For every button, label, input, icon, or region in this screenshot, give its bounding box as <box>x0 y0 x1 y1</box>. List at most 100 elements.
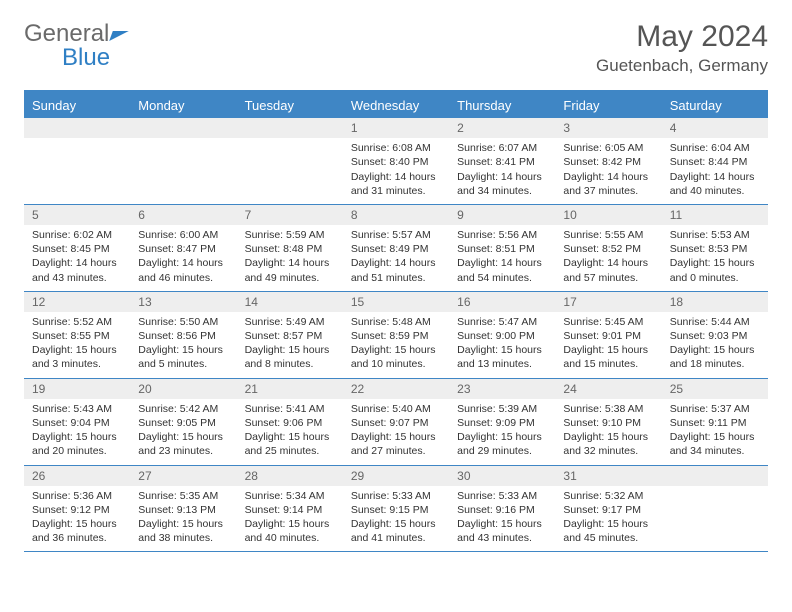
day-body: Sunrise: 5:33 AMSunset: 9:16 PMDaylight:… <box>449 486 555 552</box>
day-number <box>24 118 130 138</box>
day-body: Sunrise: 5:52 AMSunset: 8:55 PMDaylight:… <box>24 312 130 378</box>
day-body: Sunrise: 5:39 AMSunset: 9:09 PMDaylight:… <box>449 399 555 465</box>
day-cell: 14Sunrise: 5:49 AMSunset: 8:57 PMDayligh… <box>237 292 343 378</box>
day-day1: Daylight: 15 hours <box>670 256 760 270</box>
day-day1: Daylight: 15 hours <box>32 430 122 444</box>
day-number: 24 <box>555 379 661 399</box>
day-sunrise: Sunrise: 6:05 AM <box>563 141 653 155</box>
day-sunrise: Sunrise: 5:52 AM <box>32 315 122 329</box>
day-number: 30 <box>449 466 555 486</box>
day-sunrise: Sunrise: 5:49 AM <box>245 315 335 329</box>
day-day2: and 18 minutes. <box>670 357 760 371</box>
day-sunrise: Sunrise: 5:33 AM <box>351 489 441 503</box>
day-cell: 17Sunrise: 5:45 AMSunset: 9:01 PMDayligh… <box>555 292 661 378</box>
day-body: Sunrise: 5:32 AMSunset: 9:17 PMDaylight:… <box>555 486 661 552</box>
day-day2: and 10 minutes. <box>351 357 441 371</box>
day-number: 9 <box>449 205 555 225</box>
day-sunrise: Sunrise: 5:36 AM <box>32 489 122 503</box>
day-day1: Daylight: 15 hours <box>351 430 441 444</box>
calendar-body: 1Sunrise: 6:08 AMSunset: 8:40 PMDaylight… <box>24 118 768 552</box>
day-number: 4 <box>662 118 768 138</box>
day-cell: 5Sunrise: 6:02 AMSunset: 8:45 PMDaylight… <box>24 205 130 291</box>
day-day1: Daylight: 15 hours <box>563 343 653 357</box>
day-header-row: SundayMondayTuesdayWednesdayThursdayFrid… <box>24 93 768 118</box>
day-day1: Daylight: 15 hours <box>670 430 760 444</box>
day-day2: and 5 minutes. <box>138 357 228 371</box>
day-number: 5 <box>24 205 130 225</box>
day-sunset: Sunset: 8:45 PM <box>32 242 122 256</box>
day-cell: 28Sunrise: 5:34 AMSunset: 9:14 PMDayligh… <box>237 466 343 552</box>
day-day1: Daylight: 15 hours <box>32 343 122 357</box>
day-sunset: Sunset: 9:11 PM <box>670 416 760 430</box>
day-header: Thursday <box>449 93 555 118</box>
day-cell: 23Sunrise: 5:39 AMSunset: 9:09 PMDayligh… <box>449 379 555 465</box>
day-sunset: Sunset: 8:47 PM <box>138 242 228 256</box>
day-cell: 10Sunrise: 5:55 AMSunset: 8:52 PMDayligh… <box>555 205 661 291</box>
day-sunset: Sunset: 8:51 PM <box>457 242 547 256</box>
day-sunrise: Sunrise: 5:40 AM <box>351 402 441 416</box>
day-day2: and 31 minutes. <box>351 184 441 198</box>
day-number: 31 <box>555 466 661 486</box>
day-day2: and 40 minutes. <box>670 184 760 198</box>
day-cell: 31Sunrise: 5:32 AMSunset: 9:17 PMDayligh… <box>555 466 661 552</box>
page-title: May 2024 <box>596 20 768 54</box>
day-number: 19 <box>24 379 130 399</box>
day-day1: Daylight: 14 hours <box>457 256 547 270</box>
day-body: Sunrise: 5:36 AMSunset: 9:12 PMDaylight:… <box>24 486 130 552</box>
day-day1: Daylight: 14 hours <box>670 170 760 184</box>
day-day1: Daylight: 15 hours <box>563 430 653 444</box>
day-cell: 26Sunrise: 5:36 AMSunset: 9:12 PMDayligh… <box>24 466 130 552</box>
day-cell: 6Sunrise: 6:00 AMSunset: 8:47 PMDaylight… <box>130 205 236 291</box>
day-sunset: Sunset: 9:16 PM <box>457 503 547 517</box>
calendar: SundayMondayTuesdayWednesdayThursdayFrid… <box>24 90 768 552</box>
day-number: 17 <box>555 292 661 312</box>
day-body: Sunrise: 5:45 AMSunset: 9:01 PMDaylight:… <box>555 312 661 378</box>
day-day2: and 34 minutes. <box>457 184 547 198</box>
day-day1: Daylight: 15 hours <box>245 430 335 444</box>
day-sunset: Sunset: 9:05 PM <box>138 416 228 430</box>
day-cell: 7Sunrise: 5:59 AMSunset: 8:48 PMDaylight… <box>237 205 343 291</box>
day-number: 26 <box>24 466 130 486</box>
day-day1: Daylight: 15 hours <box>138 430 228 444</box>
day-day1: Daylight: 15 hours <box>457 517 547 531</box>
day-sunset: Sunset: 8:56 PM <box>138 329 228 343</box>
day-body: Sunrise: 5:50 AMSunset: 8:56 PMDaylight:… <box>130 312 236 378</box>
day-day1: Daylight: 15 hours <box>351 343 441 357</box>
week-row: 19Sunrise: 5:43 AMSunset: 9:04 PMDayligh… <box>24 379 768 466</box>
day-sunrise: Sunrise: 5:45 AM <box>563 315 653 329</box>
day-number: 13 <box>130 292 236 312</box>
day-sunset: Sunset: 8:48 PM <box>245 242 335 256</box>
day-sunset: Sunset: 9:00 PM <box>457 329 547 343</box>
day-number: 3 <box>555 118 661 138</box>
day-header: Friday <box>555 93 661 118</box>
day-number: 20 <box>130 379 236 399</box>
day-day2: and 40 minutes. <box>245 531 335 545</box>
day-number: 25 <box>662 379 768 399</box>
day-day2: and 43 minutes. <box>32 271 122 285</box>
day-body: Sunrise: 5:55 AMSunset: 8:52 PMDaylight:… <box>555 225 661 291</box>
day-cell <box>237 118 343 204</box>
day-day1: Daylight: 14 hours <box>245 256 335 270</box>
day-header: Sunday <box>24 93 130 118</box>
day-body: Sunrise: 6:07 AMSunset: 8:41 PMDaylight:… <box>449 138 555 204</box>
day-sunrise: Sunrise: 5:43 AM <box>32 402 122 416</box>
day-number: 22 <box>343 379 449 399</box>
day-body: Sunrise: 6:08 AMSunset: 8:40 PMDaylight:… <box>343 138 449 204</box>
day-sunset: Sunset: 9:06 PM <box>245 416 335 430</box>
day-day2: and 41 minutes. <box>351 531 441 545</box>
day-number: 16 <box>449 292 555 312</box>
location: Guetenbach, Germany <box>596 56 768 76</box>
day-sunrise: Sunrise: 5:59 AM <box>245 228 335 242</box>
day-cell: 21Sunrise: 5:41 AMSunset: 9:06 PMDayligh… <box>237 379 343 465</box>
day-sunrise: Sunrise: 5:44 AM <box>670 315 760 329</box>
day-body: Sunrise: 5:33 AMSunset: 9:15 PMDaylight:… <box>343 486 449 552</box>
day-day2: and 15 minutes. <box>563 357 653 371</box>
day-body: Sunrise: 6:04 AMSunset: 8:44 PMDaylight:… <box>662 138 768 204</box>
day-sunrise: Sunrise: 5:48 AM <box>351 315 441 329</box>
day-day2: and 13 minutes. <box>457 357 547 371</box>
day-day2: and 46 minutes. <box>138 271 228 285</box>
day-cell: 1Sunrise: 6:08 AMSunset: 8:40 PMDaylight… <box>343 118 449 204</box>
day-day2: and 23 minutes. <box>138 444 228 458</box>
day-sunset: Sunset: 8:44 PM <box>670 155 760 169</box>
day-header: Tuesday <box>237 93 343 118</box>
